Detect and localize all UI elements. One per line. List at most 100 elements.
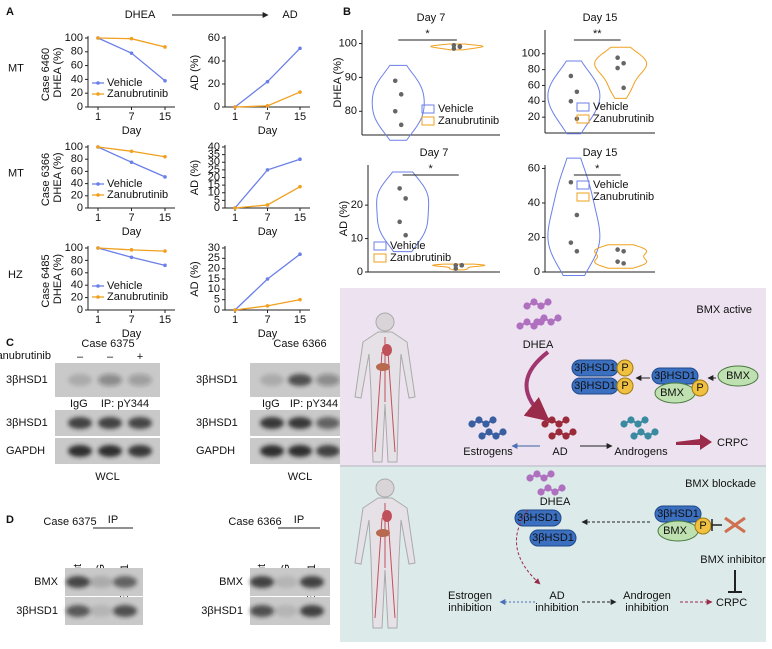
x-tick-label: 7 <box>264 212 270 224</box>
violin-body <box>371 64 425 141</box>
y-tick-label: 20 <box>528 111 540 123</box>
y-tick-label: 80 <box>528 64 540 76</box>
head <box>375 478 395 498</box>
treatment-sign: + <box>137 351 143 363</box>
blot-band <box>288 417 312 429</box>
ip-label: IP <box>108 514 118 526</box>
significance-label: * <box>429 163 434 175</box>
enzyme <box>514 509 562 527</box>
data-point <box>403 196 408 201</box>
inhibition-label: inhibition <box>535 602 578 614</box>
violin-body <box>431 263 486 271</box>
blot-band <box>128 374 152 386</box>
conversion-arrow <box>523 350 550 422</box>
legend-label: Zanubrutinib <box>107 189 168 201</box>
blot-case-label: Case 6375 <box>43 516 96 528</box>
legend-label: Vehicle <box>107 280 142 292</box>
blot-row-label: GAPDH <box>196 445 235 457</box>
molecule-icon <box>526 470 555 482</box>
lane-label: IP: pY344 <box>290 398 338 410</box>
blot-band <box>316 374 340 386</box>
y-axis-label: AD (%) <box>189 261 201 296</box>
y-tick-label: 40 <box>71 279 83 291</box>
y-tick-label: 100 <box>65 141 83 153</box>
chart-title: Day 15 <box>583 12 618 24</box>
atom <box>547 470 555 478</box>
legend-label: Zanubrutinib <box>107 88 168 100</box>
x-axis-label: Day <box>258 328 278 340</box>
data-point <box>568 179 574 185</box>
y-tick-label: 80 <box>71 254 83 266</box>
violin-body <box>547 157 601 276</box>
y-tick-label: 40 <box>71 178 83 190</box>
blot-band <box>288 374 312 386</box>
organ <box>376 529 390 537</box>
blot-band <box>128 445 152 457</box>
atom <box>554 314 562 322</box>
legend-marker <box>96 81 100 85</box>
y-tick-label: 20 <box>208 78 220 90</box>
case-label: Case 6460 <box>40 48 52 101</box>
x-tick-label: 15 <box>294 111 306 123</box>
human-figure <box>354 478 416 629</box>
y-tick-label: 5 <box>214 194 220 206</box>
data-point <box>453 266 459 271</box>
kinase-label: BMX <box>726 370 751 382</box>
organ <box>382 510 392 522</box>
y-tick-label: 60 <box>528 79 540 91</box>
big-arrow <box>676 434 712 450</box>
x-tick-label: 1 <box>232 314 238 326</box>
atom <box>499 428 507 436</box>
legend-swatch <box>576 192 590 202</box>
y-tick-label: 0 <box>77 202 83 214</box>
data-point <box>459 263 465 268</box>
violin-body <box>547 60 601 135</box>
metabolite-label: Androgens <box>614 446 668 458</box>
x-tick-label: 15 <box>294 212 306 224</box>
data-point <box>129 51 134 55</box>
case-label: Case 6485 <box>40 254 52 307</box>
x-tick-label: 7 <box>128 314 134 326</box>
data-point <box>298 90 302 94</box>
y-tick-label: 15 <box>208 179 220 191</box>
data-point <box>163 175 167 179</box>
y-tick-label: 20 <box>351 199 363 211</box>
blot-band <box>89 605 113 617</box>
enzyme-label: 3βHSD1 <box>657 508 699 520</box>
x-tick-label: 7 <box>264 111 270 123</box>
legend-label: Vehicle <box>593 101 628 113</box>
molecule-icon <box>468 416 497 428</box>
x-axis-label: Day <box>122 125 142 137</box>
data-point <box>96 36 100 40</box>
y-tick-label: 60 <box>71 60 83 72</box>
data-point <box>574 89 580 95</box>
genotype-label: MT <box>8 167 24 179</box>
blot-band <box>66 576 90 588</box>
blot-band <box>250 605 274 617</box>
blot-band <box>68 417 92 429</box>
blot-band <box>113 605 137 617</box>
legend-marker <box>96 92 100 96</box>
data-point <box>615 65 620 71</box>
blot-row-label: 3βHSD1 <box>196 417 238 429</box>
legend-swatch <box>373 253 387 263</box>
y-tick-label: 0 <box>357 266 363 278</box>
data-point <box>453 263 459 268</box>
blot-footer: WCL <box>95 471 119 483</box>
data-point <box>233 308 237 312</box>
molecule-icon <box>523 298 552 310</box>
y-tick-label: 30 <box>208 242 220 254</box>
ip-label: IP <box>294 514 304 526</box>
treatment-label: Zanubrutinib <box>0 350 51 362</box>
data-point <box>96 246 100 250</box>
y-tick-label: 100 <box>65 242 83 254</box>
data-point <box>265 104 270 108</box>
data-point <box>163 78 167 83</box>
y-tick-label: 40 <box>208 141 220 153</box>
blot-band <box>288 445 312 457</box>
data-point <box>615 247 620 252</box>
x-axis-label: Day <box>122 328 142 340</box>
molecule-icon <box>548 428 577 440</box>
y-tick-label: 15 <box>208 273 220 285</box>
data-point <box>265 79 270 84</box>
